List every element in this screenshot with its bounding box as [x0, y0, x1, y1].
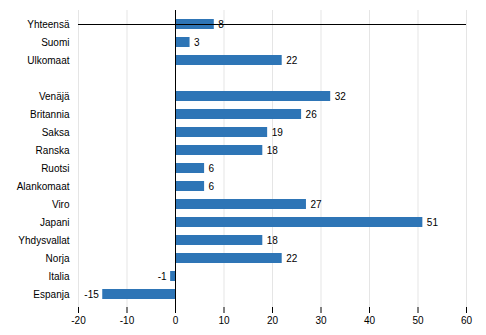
- svg-text:8: 8: [218, 19, 224, 30]
- svg-text:27: 27: [310, 199, 322, 210]
- svg-text:6: 6: [209, 181, 215, 192]
- svg-text:Espanja: Espanja: [33, 289, 70, 300]
- svg-text:18: 18: [267, 145, 279, 156]
- svg-text:Suomi: Suomi: [41, 37, 69, 48]
- svg-text:Ranska: Ranska: [36, 145, 70, 156]
- svg-text:30: 30: [315, 315, 327, 326]
- svg-text:22: 22: [286, 55, 298, 66]
- svg-text:Saksa: Saksa: [42, 127, 70, 138]
- svg-text:3: 3: [194, 37, 200, 48]
- svg-text:Venäjä: Venäjä: [39, 91, 70, 102]
- svg-text:Ulkomaat: Ulkomaat: [27, 55, 69, 66]
- svg-text:-1: -1: [158, 271, 167, 282]
- svg-text:Britannia: Britannia: [30, 109, 70, 120]
- svg-text:50: 50: [412, 315, 424, 326]
- svg-text:Yhteensä: Yhteensä: [27, 19, 70, 30]
- svg-text:Viro: Viro: [52, 199, 70, 210]
- svg-text:26: 26: [306, 109, 318, 120]
- svg-text:40: 40: [364, 315, 376, 326]
- svg-text:19: 19: [272, 127, 284, 138]
- svg-text:Yhdysvallat: Yhdysvallat: [18, 235, 69, 246]
- svg-text:Italia: Italia: [48, 271, 70, 282]
- svg-text:-20: -20: [71, 315, 86, 326]
- svg-text:-10: -10: [120, 315, 135, 326]
- svg-text:10: 10: [218, 315, 230, 326]
- svg-text:0: 0: [173, 315, 179, 326]
- svg-text:22: 22: [286, 253, 298, 264]
- svg-text:20: 20: [267, 315, 279, 326]
- svg-text:32: 32: [335, 91, 347, 102]
- svg-text:6: 6: [209, 163, 215, 174]
- svg-text:-15: -15: [84, 289, 99, 300]
- svg-text:Japani: Japani: [40, 217, 69, 228]
- svg-text:60: 60: [461, 315, 473, 326]
- svg-text:Alankomaat: Alankomaat: [17, 181, 70, 192]
- svg-text:51: 51: [427, 217, 439, 228]
- svg-text:18: 18: [267, 235, 279, 246]
- svg-text:Norja: Norja: [46, 253, 70, 264]
- svg-text:Ruotsi: Ruotsi: [41, 163, 69, 174]
